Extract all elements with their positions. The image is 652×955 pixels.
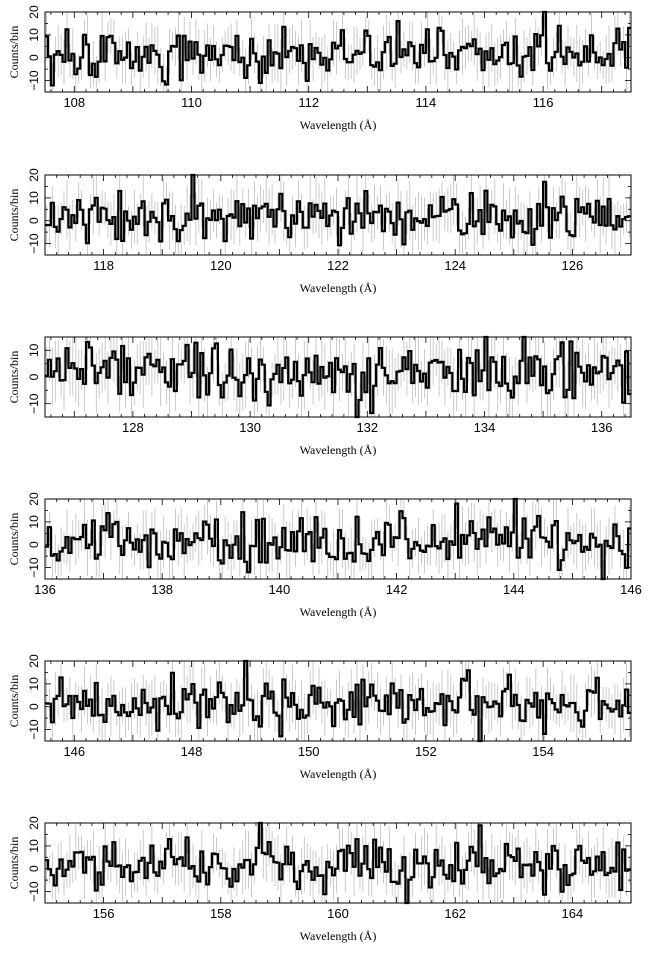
x-tick-label: 132 [356, 420, 378, 435]
x-tick-label: 114 [416, 95, 437, 110]
plot-frame [44, 660, 632, 742]
x-tick-label: 158 [210, 906, 232, 921]
x-tick-label: 152 [415, 744, 437, 759]
y-axis-label: Counts/bin [7, 26, 21, 79]
x-axis-label: Wavelength (Å) [300, 118, 377, 132]
error-bars [46, 661, 630, 741]
x-tick-label: 140 [269, 582, 291, 597]
y-tick-label: −10 [27, 881, 41, 902]
x-tick-label: 122 [327, 258, 349, 273]
x-tick-label: 144 [503, 582, 525, 597]
x-axis-label: Wavelength (Å) [300, 929, 377, 943]
x-axis-label: Wavelength (Å) [300, 443, 377, 457]
spectrum-panel-3: 128 130 132 134 136 −10 0 10 Counts/bin Wavelengt… [7, 335, 632, 457]
plot-frame [44, 11, 632, 93]
y-tick-label: −10 [27, 70, 41, 91]
y-tick-label: 0 [27, 541, 41, 548]
x-tick-label: 118 [93, 258, 114, 273]
x-tick-label: 164 [562, 906, 584, 921]
x-tick-label: 130 [239, 420, 261, 435]
x-tick-label: 124 [444, 258, 466, 273]
y-tick-label: 0 [27, 865, 41, 872]
x-tick-label: 148 [181, 744, 203, 759]
y-tick-label: 10 [27, 515, 41, 529]
y-axis-label: Counts/bin [7, 351, 21, 404]
x-tick-label: 116 [533, 95, 554, 110]
spectrum-line [45, 659, 631, 743]
y-axis-label: Counts/bin [7, 837, 21, 890]
spectrum-line [45, 10, 631, 87]
x-tick-label: 156 [93, 906, 115, 921]
x-axis-label: Wavelength (Å) [300, 767, 377, 781]
y-tick-label: 20 [27, 168, 41, 182]
x-tick-label: 154 [532, 744, 554, 759]
x-tick-label: 108 [63, 95, 85, 110]
x-tick-label: 134 [474, 420, 496, 435]
y-tick-label: 10 [27, 343, 41, 357]
y-tick-label: −10 [27, 393, 41, 414]
spectrum-panel-4: 136 138 140 142 144 146 −10 0 10 20 Counts/bin Wave… [7, 492, 642, 619]
x-tick-label: 150 [298, 744, 320, 759]
y-tick-label: 20 [27, 816, 41, 830]
x-tick-label: 146 [620, 582, 642, 597]
x-tick-label: 162 [444, 906, 466, 921]
y-tick-label: 0 [27, 217, 41, 224]
y-tick-label: 10 [27, 677, 41, 691]
y-tick-label: 0 [27, 373, 41, 380]
x-tick-label: 138 [151, 582, 173, 597]
x-axis-label: Wavelength (Å) [300, 605, 377, 619]
y-tick-label: 0 [27, 703, 41, 710]
y-tick-label: 10 [27, 191, 41, 205]
x-tick-label: 112 [298, 95, 319, 110]
x-tick-label: 160 [327, 906, 349, 921]
y-tick-label: 20 [27, 492, 41, 506]
spectrum-panel-2: 118 120 122 124 126 −10 0 10 20 Counts/bin Wavelen… [7, 168, 632, 295]
spectrum-line [45, 335, 631, 419]
y-tick-label: 10 [27, 28, 41, 42]
y-tick-label: 20 [27, 654, 41, 668]
spectrum-panel-6: 156 158 160 162 164 −10 0 10 20 Counts/bin Wavelen… [7, 816, 632, 943]
y-axis-label: Counts/bin [7, 513, 21, 566]
x-tick-label: 120 [210, 258, 232, 273]
y-tick-label: −10 [27, 557, 41, 578]
x-tick-label: 110 [181, 95, 202, 110]
y-axis-label: Counts/bin [7, 189, 21, 242]
x-tick-label: 146 [63, 744, 85, 759]
spectrum-panel-5: 146 148 150 152 154 −10 0 10 20 Counts/bin Wavelen… [7, 654, 632, 781]
x-tick-label: 136 [591, 420, 613, 435]
x-tick-label: 126 [562, 258, 584, 273]
x-tick-label: 136 [34, 582, 56, 597]
x-tick-label: 142 [386, 582, 408, 597]
y-tick-label: −10 [27, 719, 41, 740]
y-tick-label: 20 [27, 5, 41, 19]
y-axis-label: Counts/bin [7, 675, 21, 728]
y-tick-label: 10 [27, 839, 41, 853]
y-tick-label: −10 [27, 233, 41, 254]
spectrum-line [45, 173, 631, 247]
y-tick-label: 0 [27, 54, 41, 61]
spectrum-line [45, 821, 631, 905]
spectrum-line [45, 497, 631, 581]
x-tick-label: 128 [122, 420, 144, 435]
spectrum-panel-1: 108 110 112 114 116 −10 0 10 20 Counts/bin Wavelen… [7, 5, 632, 132]
x-axis-label: Wavelength (Å) [300, 281, 377, 295]
